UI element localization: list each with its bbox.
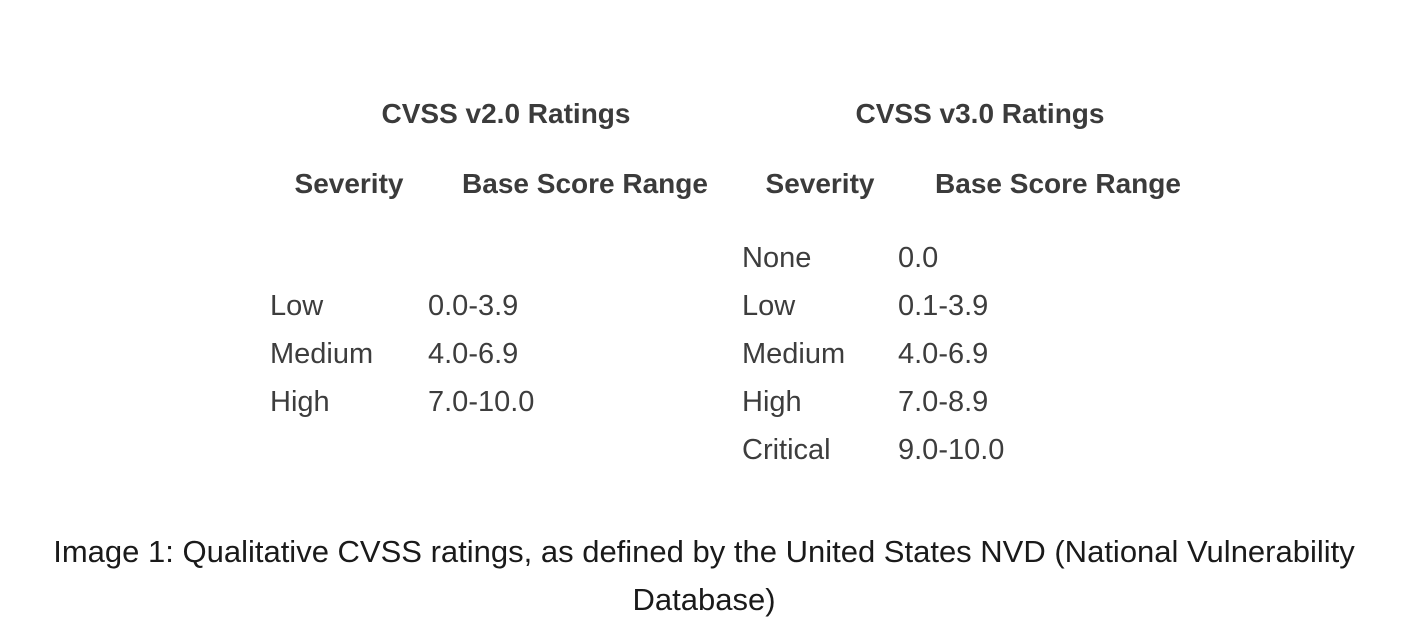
v2-severity-cell: High	[270, 386, 330, 418]
v3-score-range-cell: 7.0-8.9	[898, 386, 989, 418]
table-titles-row: CVSS v2.0 Ratings CVSS v3.0 Ratings	[270, 90, 1218, 162]
v2-score-range-cell: 7.0-10.0	[428, 386, 535, 418]
v2-score-range-cell-empty	[428, 434, 742, 482]
v2-severity-header: Severity	[294, 168, 404, 199]
figure-caption-line-1: Image 1: Qualitative CVSS ratings, as de…	[53, 534, 1355, 569]
v2-score-range-cell: 0.0-3.9	[428, 290, 519, 322]
table-row: Critical 9.0-10.0	[270, 434, 1218, 482]
v2-severity-cell: Low	[270, 290, 324, 322]
figure-caption: Image 1: Qualitative CVSS ratings, as de…	[0, 528, 1408, 618]
v2-table-title: CVSS v2.0 Ratings	[381, 98, 631, 129]
v3-severity-header: Severity	[765, 168, 875, 199]
cvss-ratings-table: CVSS v2.0 Ratings CVSS v3.0 Ratings Seve…	[270, 90, 1218, 482]
v2-score-range-header: Base Score Range	[462, 168, 708, 199]
column-headers-row: Severity Base Score Range Severity Base …	[270, 162, 1218, 242]
v3-severity-cell: High	[742, 386, 802, 418]
v3-table-title: CVSS v3.0 Ratings	[855, 98, 1105, 129]
v3-score-range-cell: 0.0	[898, 242, 939, 274]
v2-score-range-cell-empty	[428, 242, 742, 290]
table-row: Low 0.0-3.9 Low 0.1-3.9	[270, 290, 1218, 338]
v2-severity-cell-empty	[270, 434, 428, 482]
table-row: High 7.0-10.0 High 7.0-8.9	[270, 386, 1218, 434]
v3-score-range-cell: 0.1-3.9	[898, 290, 989, 322]
v3-score-range-header: Base Score Range	[935, 168, 1181, 199]
v3-severity-cell: Critical	[742, 434, 831, 466]
v3-severity-cell: Low	[742, 290, 796, 322]
v3-severity-cell: Medium	[742, 338, 846, 370]
table-row: None 0.0	[270, 242, 1218, 290]
v2-severity-cell-empty	[270, 242, 428, 290]
v3-score-range-cell: 9.0-10.0	[898, 434, 1005, 466]
v3-score-range-cell: 4.0-6.9	[898, 338, 989, 370]
table-row: Medium 4.0-6.9 Medium 4.0-6.9	[270, 338, 1218, 386]
v2-score-range-cell: 4.0-6.9	[428, 338, 519, 370]
figure-caption-line-2: Database)	[632, 582, 776, 617]
v3-severity-cell: None	[742, 242, 812, 274]
v2-severity-cell: Medium	[270, 338, 374, 370]
